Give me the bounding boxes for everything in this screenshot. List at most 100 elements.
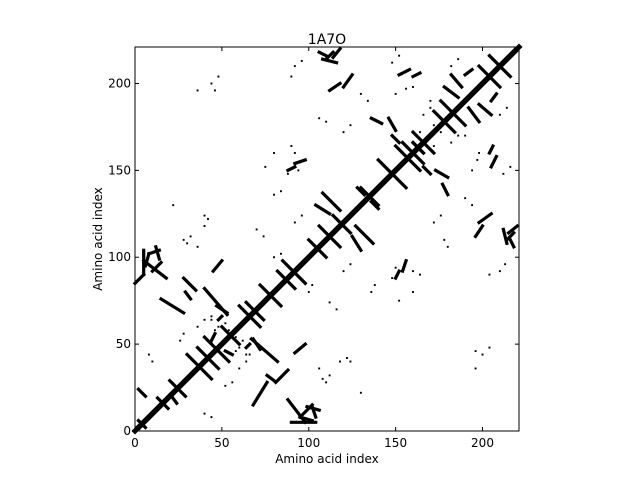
contact-cell [474,350,477,353]
y-axis: 0 50 100 150 200 [108,76,519,438]
contact-segment [473,223,485,239]
contact-cell [203,225,206,227]
x-tick-label: 200 [471,436,494,450]
contact-cell [412,86,414,88]
contact-segment [330,213,353,236]
contact-segment [219,324,242,347]
contact-segment [136,387,148,399]
contact-cell [481,353,484,356]
contact-cell [273,256,275,259]
contact-segment [257,282,284,309]
contact-cell [398,299,401,302]
contact-segment [506,223,520,236]
contact-segment [476,211,494,225]
contact-cell [359,92,362,95]
contact-cell [498,113,501,116]
contact-cell [439,131,442,134]
contact-marks [131,43,523,435]
contact-cell [273,152,275,154]
contact-cell [509,165,512,168]
contact-cell [488,346,491,349]
contact-cell [391,277,394,280]
contact-segment [358,185,381,208]
contact-segment [369,116,384,126]
contact-cell [189,235,192,238]
contact-cell [217,325,220,328]
contact-segment [448,72,464,90]
contact-cell [300,214,303,217]
contact-cell [464,134,467,137]
plot-frame [134,46,520,432]
contact-cell [213,329,216,332]
contact-cell [318,367,321,370]
contact-cell [346,357,348,359]
contact-cell [238,367,241,370]
contact-cell [412,270,414,273]
contact-cell [234,336,237,339]
contact-cell [273,193,275,196]
contact-cell [457,134,460,137]
contact-cell [328,301,331,304]
contact-cell [182,332,185,335]
contact-segment [306,237,329,260]
contact-cell [325,120,328,123]
contact-cell [443,238,446,241]
contact-cell [419,273,421,276]
x-tick-label: 0 [131,436,139,450]
x-tick-label: 50 [214,436,229,450]
contact-cell [300,59,303,62]
contact-segment [400,140,426,166]
contact-cell [279,252,282,255]
contact-segment [158,296,186,316]
contact-segment [504,230,517,243]
contact-cell [196,325,199,328]
contact-segment [410,70,423,79]
contact-segment [462,67,475,78]
contact-segment [183,289,193,302]
contact-cell [203,318,206,321]
contact-cell [318,117,321,120]
contact-cell [498,270,501,273]
contact-cell [505,106,508,109]
contact-segment [369,199,381,211]
contact-segment [433,168,450,180]
contact-cell [464,197,467,200]
contact-segment [209,331,218,343]
contact-cell [439,124,442,127]
contact-cell [224,384,227,387]
contact-cell [394,92,397,95]
contact-segment [421,164,433,177]
contact-cell [325,381,328,384]
contact-segment [489,154,499,170]
contact-segment [487,143,496,156]
contact-cell [262,235,265,238]
y-tick-label: 0 [123,424,131,438]
contact-cell [478,152,480,154]
contact-segment [355,185,367,197]
contact-cell [339,360,341,363]
contact-cell [432,124,435,127]
contact-cell [429,106,432,109]
contact-cell [471,169,474,172]
contact-cell [147,353,150,356]
contact-cell [182,238,185,241]
contact-cell [488,273,491,276]
contact-cell [196,89,199,92]
contact-cell [290,145,293,147]
contact-cell [391,61,394,64]
contact-cell [405,87,408,90]
contact-segment [389,133,402,145]
contact-cell [373,284,376,287]
contact-segment [341,72,355,90]
contact-segment [400,258,409,274]
contact-cell [474,367,477,370]
contact-segment [488,91,499,104]
contact-cell [234,350,237,353]
y-tick-label: 100 [108,250,131,264]
contact-cell [293,152,296,154]
contact-cell [398,54,401,57]
contact-cell [203,412,206,415]
contact-cell [419,131,421,134]
contact-segment [167,378,188,399]
contact-segment [202,286,230,317]
